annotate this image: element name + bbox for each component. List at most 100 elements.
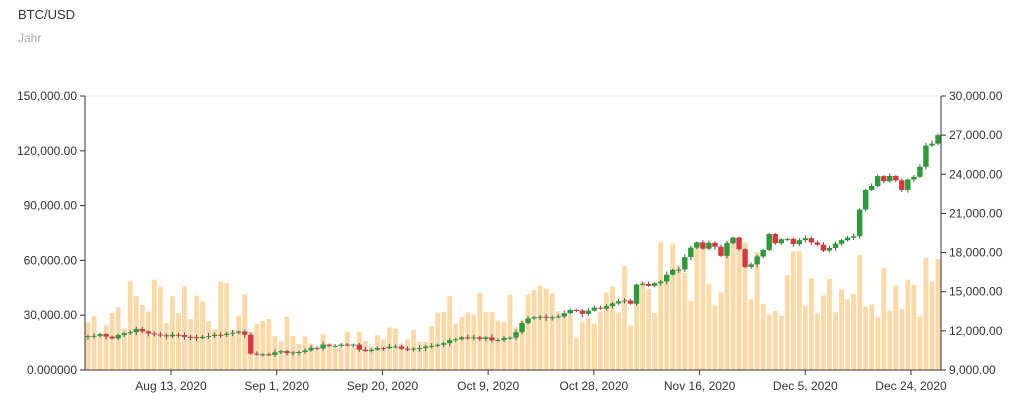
candle bbox=[790, 237, 797, 247]
volume-bar bbox=[417, 341, 422, 370]
candle bbox=[778, 238, 784, 245]
candle bbox=[923, 142, 929, 170]
volume-bar bbox=[712, 305, 718, 370]
candle bbox=[555, 314, 561, 319]
candle bbox=[754, 254, 760, 268]
candle bbox=[199, 335, 206, 340]
candle bbox=[850, 233, 857, 241]
volume-bar bbox=[543, 288, 549, 370]
candle bbox=[597, 305, 604, 310]
candle bbox=[621, 298, 628, 304]
volume-bar bbox=[549, 293, 555, 370]
candle bbox=[422, 344, 429, 352]
volume-bar bbox=[405, 339, 410, 370]
candle bbox=[838, 239, 845, 246]
volume-bar bbox=[616, 312, 621, 370]
candle bbox=[507, 336, 513, 340]
volume-bar bbox=[833, 312, 838, 370]
candle bbox=[223, 331, 230, 337]
candle bbox=[802, 235, 809, 243]
candle bbox=[139, 326, 145, 334]
candle bbox=[440, 342, 447, 348]
volume-bar bbox=[284, 316, 290, 370]
candle bbox=[428, 343, 435, 349]
volume-bar bbox=[194, 295, 199, 370]
volume-bar bbox=[121, 328, 127, 370]
volume-bar bbox=[881, 268, 887, 370]
candle bbox=[85, 334, 91, 340]
volume-bar bbox=[109, 313, 115, 370]
volume-bar bbox=[465, 312, 471, 370]
candle bbox=[573, 309, 580, 313]
volume-bar bbox=[815, 313, 820, 370]
volume-bar bbox=[646, 288, 652, 370]
volume-bars bbox=[85, 242, 941, 370]
candle bbox=[905, 178, 911, 193]
candle bbox=[688, 245, 694, 261]
candle bbox=[103, 333, 109, 340]
volume-bar bbox=[374, 335, 380, 370]
volume-bar bbox=[393, 328, 398, 370]
volume-bar bbox=[658, 242, 664, 370]
candle bbox=[314, 346, 320, 351]
candle bbox=[344, 343, 350, 347]
volume-bar bbox=[742, 242, 748, 370]
volume-bar bbox=[802, 305, 808, 370]
volume-bar bbox=[332, 345, 338, 370]
volume-bar bbox=[622, 266, 627, 370]
volume-bar bbox=[736, 242, 742, 370]
candle bbox=[91, 333, 97, 339]
candle bbox=[525, 316, 531, 325]
volume-bar bbox=[664, 280, 670, 370]
candle bbox=[187, 334, 194, 341]
candle bbox=[615, 299, 622, 305]
candle bbox=[133, 326, 139, 336]
candle bbox=[260, 353, 266, 357]
candle bbox=[796, 238, 803, 247]
volume-bar bbox=[760, 304, 766, 370]
candle bbox=[887, 173, 893, 183]
volume-bar bbox=[730, 242, 736, 370]
volume-bar bbox=[827, 278, 832, 370]
candle bbox=[392, 344, 399, 349]
volume-bar bbox=[851, 294, 857, 370]
candle bbox=[465, 334, 471, 340]
volume-bar bbox=[435, 312, 441, 370]
volume-bar bbox=[296, 343, 302, 370]
volume-bar bbox=[585, 318, 591, 370]
candle bbox=[471, 334, 477, 341]
volume-bar bbox=[182, 286, 187, 370]
volume-bar bbox=[320, 334, 326, 370]
volume-bar bbox=[266, 319, 272, 370]
right-tick-label: 9,000.00 bbox=[949, 363, 996, 377]
candle bbox=[290, 351, 296, 356]
volume-bar bbox=[278, 341, 284, 370]
volume-bar bbox=[573, 337, 579, 370]
volume-bar bbox=[308, 343, 314, 370]
volume-bar bbox=[314, 348, 320, 370]
right-tick-label: 18,000.00 bbox=[949, 246, 1003, 260]
candle bbox=[664, 271, 670, 285]
candle bbox=[501, 335, 507, 343]
candle bbox=[609, 302, 616, 309]
volume-bar bbox=[628, 325, 633, 370]
candle bbox=[760, 248, 766, 259]
candle bbox=[808, 236, 815, 245]
candle bbox=[820, 242, 827, 252]
candle bbox=[603, 304, 610, 311]
axes: 0.000000 30,000.00 60,000.00 90,000.00 120,0… bbox=[17, 89, 1003, 393]
volume-bar bbox=[555, 311, 561, 370]
volume-bar bbox=[839, 289, 844, 370]
candle bbox=[561, 310, 567, 319]
candle bbox=[374, 346, 381, 351]
volume-bar bbox=[525, 294, 531, 370]
volume-bar bbox=[784, 275, 790, 370]
volume-bar bbox=[97, 333, 103, 370]
candle bbox=[712, 241, 718, 250]
left-tick-label: 90,000.00 bbox=[24, 199, 78, 213]
volume-bar bbox=[188, 319, 193, 370]
candle bbox=[706, 240, 712, 251]
volume-bar bbox=[212, 329, 218, 370]
candle bbox=[639, 282, 646, 286]
